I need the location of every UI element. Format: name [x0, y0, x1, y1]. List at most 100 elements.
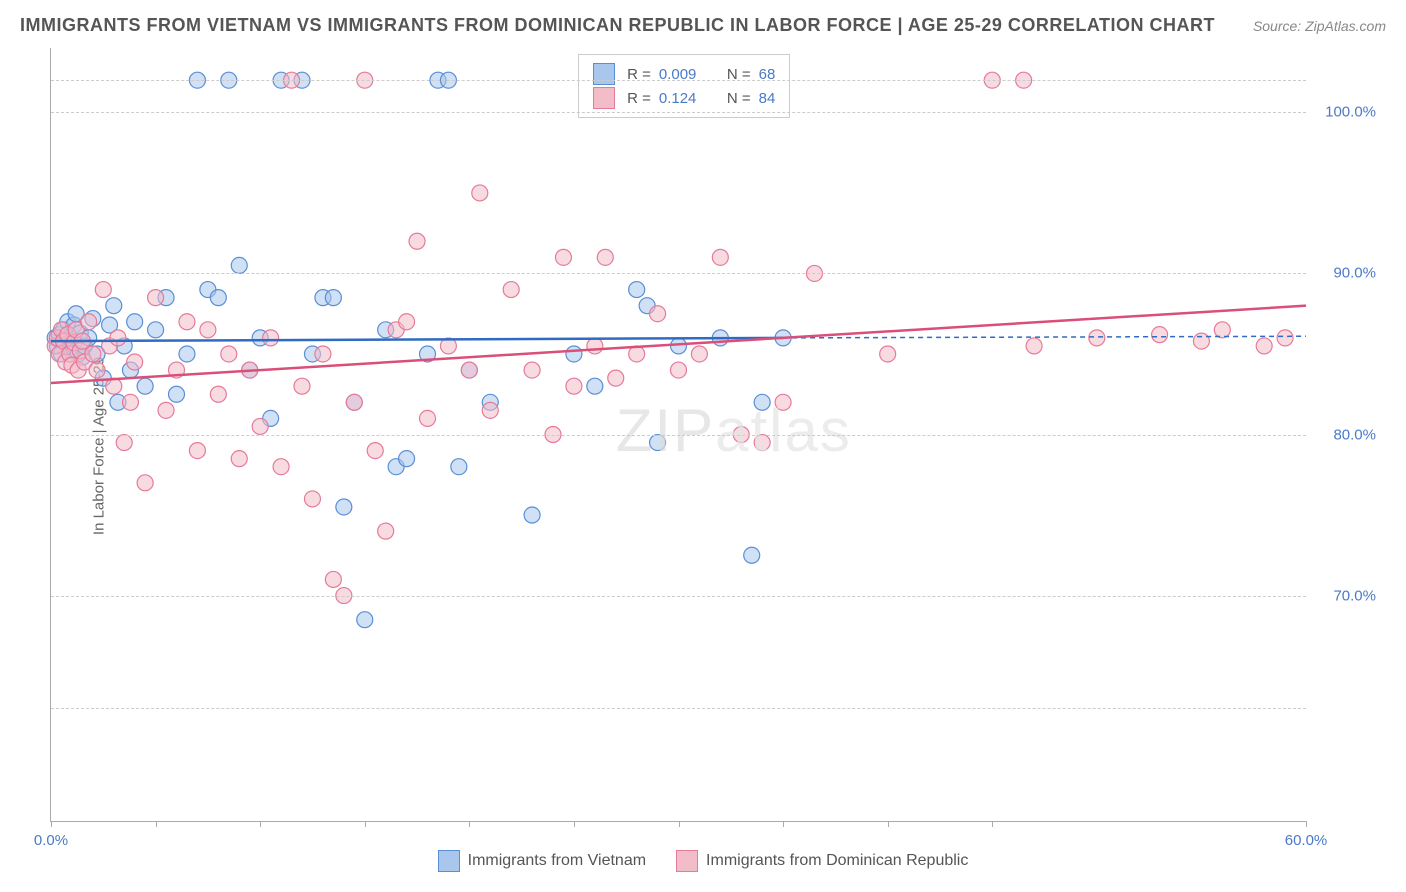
legend-correlation-row: R =0.124N =84: [593, 87, 775, 109]
data-point: [399, 451, 415, 467]
data-point: [1256, 338, 1272, 354]
data-point: [775, 394, 791, 410]
data-point: [472, 185, 488, 201]
data-point: [325, 571, 341, 587]
data-point: [294, 378, 310, 394]
data-point: [524, 507, 540, 523]
data-point: [231, 451, 247, 467]
data-point: [409, 233, 425, 249]
x-tick-mark: [888, 821, 889, 827]
data-point: [231, 257, 247, 273]
legend-swatch: [676, 850, 698, 872]
data-point: [671, 362, 687, 378]
x-tick-mark: [783, 821, 784, 827]
data-point: [122, 394, 138, 410]
data-point: [1214, 322, 1230, 338]
data-point: [597, 249, 613, 265]
r-prefix: R =: [627, 90, 651, 107]
data-point: [399, 314, 415, 330]
x-tick-mark: [574, 821, 575, 827]
x-tick-mark: [469, 821, 470, 827]
gridline: [51, 435, 1306, 436]
data-point: [137, 378, 153, 394]
data-point: [158, 402, 174, 418]
data-point: [179, 346, 195, 362]
gridline: [51, 596, 1306, 597]
data-point: [210, 290, 226, 306]
data-point: [608, 370, 624, 386]
legend-series-item: Immigrants from Dominican Republic: [676, 850, 968, 872]
chart-title: IMMIGRANTS FROM VIETNAM VS IMMIGRANTS FR…: [20, 15, 1215, 36]
data-point: [252, 418, 268, 434]
x-tick-mark: [1306, 821, 1307, 827]
data-point: [189, 443, 205, 459]
data-point: [451, 459, 467, 475]
legend-series-label: Immigrants from Dominican Republic: [706, 852, 968, 870]
y-tick-label: 100.0%: [1325, 104, 1376, 121]
y-tick-label: 80.0%: [1333, 426, 1376, 443]
data-point: [378, 523, 394, 539]
data-point: [148, 290, 164, 306]
data-point: [106, 298, 122, 314]
data-point: [461, 362, 477, 378]
legend-series-label: Immigrants from Vietnam: [468, 852, 646, 870]
data-point: [304, 491, 320, 507]
data-point: [148, 322, 164, 338]
data-point: [110, 330, 126, 346]
y-tick-label: 70.0%: [1333, 587, 1376, 604]
x-tick-mark: [156, 821, 157, 827]
data-point: [179, 314, 195, 330]
data-point: [95, 282, 111, 298]
data-point: [1026, 338, 1042, 354]
data-point: [503, 282, 519, 298]
data-point: [346, 394, 362, 410]
legend-swatch: [593, 63, 615, 85]
data-point: [754, 394, 770, 410]
x-tick-mark: [992, 821, 993, 827]
data-point: [566, 378, 582, 394]
data-point: [116, 435, 132, 451]
data-point: [137, 475, 153, 491]
data-point: [555, 249, 571, 265]
x-tick-label: 60.0%: [1285, 832, 1328, 849]
legend-swatch: [438, 850, 460, 872]
chart-container: IMMIGRANTS FROM VIETNAM VS IMMIGRANTS FR…: [0, 0, 1406, 892]
data-point: [336, 499, 352, 515]
data-point: [325, 290, 341, 306]
gridline: [51, 708, 1306, 709]
r-value: 0.124: [659, 90, 709, 107]
data-point: [1089, 330, 1105, 346]
x-tick-label: 0.0%: [34, 832, 68, 849]
data-point: [650, 306, 666, 322]
data-point: [263, 330, 279, 346]
y-tick-label: 90.0%: [1333, 265, 1376, 282]
data-point: [85, 346, 101, 362]
data-point: [357, 612, 373, 628]
data-point: [629, 282, 645, 298]
data-point: [169, 386, 185, 402]
data-point: [671, 338, 687, 354]
data-point: [210, 386, 226, 402]
plot-area: R =0.009N =68R =0.124N =84 ZIPatlas 70.0…: [50, 48, 1306, 822]
trend-line-extrapolated: [783, 336, 1306, 338]
data-point: [880, 346, 896, 362]
data-point: [315, 346, 331, 362]
data-point: [712, 249, 728, 265]
data-point: [650, 435, 666, 451]
data-point: [89, 362, 105, 378]
data-point: [524, 362, 540, 378]
gridline: [51, 112, 1306, 113]
data-point: [587, 338, 603, 354]
series-legend: Immigrants from Vietnam Immigrants from D…: [0, 850, 1406, 872]
gridline: [51, 80, 1306, 81]
data-point: [1193, 333, 1209, 349]
legend-series-item: Immigrants from Vietnam: [438, 850, 646, 872]
data-point: [482, 402, 498, 418]
x-tick-mark: [260, 821, 261, 827]
data-point: [691, 346, 707, 362]
legend-correlation-row: R =0.009N =68: [593, 63, 775, 85]
x-tick-mark: [365, 821, 366, 827]
x-tick-mark: [51, 821, 52, 827]
n-value: 84: [759, 90, 776, 107]
source-attribution: Source: ZipAtlas.com: [1253, 18, 1386, 34]
